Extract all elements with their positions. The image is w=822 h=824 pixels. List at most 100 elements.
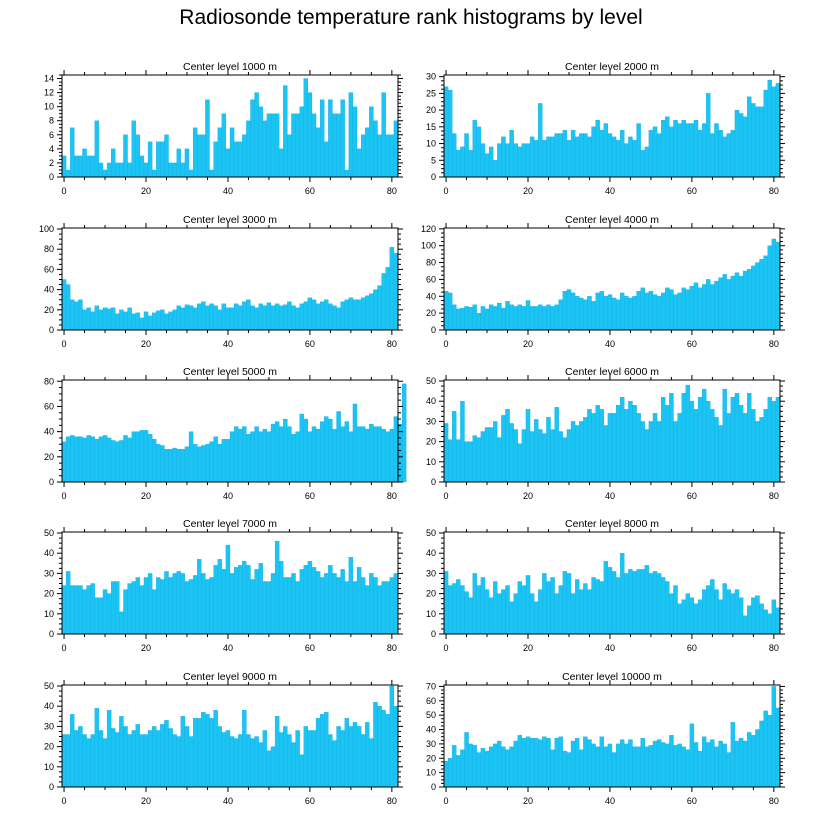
x-tick-label: 80 [387, 643, 397, 653]
histogram-bar [336, 577, 341, 635]
histogram-bar [291, 113, 296, 178]
histogram-bar [763, 409, 768, 483]
x-tick-label: 0 [444, 643, 449, 653]
histogram-bar [546, 581, 551, 635]
y-tick-label: 40 [44, 548, 54, 558]
histogram-bar [546, 304, 551, 331]
histogram-bar [484, 589, 490, 635]
histogram-bar [102, 307, 108, 331]
histogram-bar [229, 573, 235, 635]
x-tick-label: 0 [444, 796, 449, 806]
y-tick-label: 20 [426, 308, 436, 318]
histogram-bar [501, 136, 506, 178]
histogram-bar [184, 304, 190, 331]
histogram-bar [640, 421, 645, 483]
histogram-bar [574, 136, 580, 178]
x-tick-label: 80 [387, 186, 397, 196]
histogram-bar [501, 746, 506, 788]
histogram-bar [755, 595, 760, 635]
y-tick-label: 40 [426, 725, 436, 735]
histogram-bar [648, 291, 654, 331]
panel-title: Center level 3000 m [183, 214, 277, 226]
histogram-bar [217, 127, 222, 178]
histogram-bar [86, 585, 91, 635]
histogram-bar [90, 436, 95, 483]
histogram-bar [356, 148, 362, 178]
y-tick-label: 15 [426, 122, 436, 132]
histogram-bar [258, 303, 263, 331]
histogram-bar [70, 714, 75, 788]
histogram-bar [632, 571, 637, 635]
histogram-bar [192, 127, 198, 178]
y-tick-label: 10 [44, 609, 54, 619]
histogram-bar [607, 567, 613, 635]
histogram-bar [270, 573, 276, 635]
x-tick-label: 20 [523, 796, 533, 806]
histogram-bar [94, 439, 100, 483]
histogram-bar [106, 162, 112, 178]
histogram-bar [759, 106, 764, 178]
histogram-bar [201, 573, 206, 635]
histogram-bar [151, 439, 157, 483]
histogram-bar [188, 169, 194, 178]
histogram-bar [751, 103, 756, 178]
histogram-bar [217, 559, 222, 635]
histogram-bar [324, 416, 329, 483]
histogram-bar [656, 133, 662, 178]
y-tick-label: 120 [421, 224, 436, 234]
histogram-bar [538, 304, 543, 331]
histogram-bar [262, 428, 268, 483]
histogram-bar [505, 409, 510, 483]
histogram-bar [156, 730, 161, 788]
histogram-bar [493, 743, 498, 788]
histogram-bar [632, 405, 637, 483]
histogram-bar [131, 581, 136, 635]
y-tick-label: 40 [44, 427, 54, 437]
histogram-bar [771, 86, 777, 178]
histogram-bar [648, 421, 654, 483]
histogram-bar [763, 710, 768, 788]
histogram-bar [373, 426, 378, 483]
histogram-bar [315, 718, 321, 788]
histogram-bar [583, 736, 588, 788]
histogram-bar [250, 579, 255, 635]
histogram-bar [365, 127, 370, 178]
histogram-bar [192, 444, 198, 483]
histogram-bar [599, 291, 604, 331]
histogram-bar [665, 743, 670, 788]
histogram-bar [689, 123, 695, 178]
histogram-bar [632, 140, 637, 178]
histogram-bar [151, 169, 157, 178]
histogram-bar [452, 583, 457, 635]
histogram-bar [718, 599, 723, 635]
histogram-bar [648, 130, 654, 178]
histogram-bar [209, 303, 214, 331]
histogram-bar [607, 133, 613, 178]
histogram-bar [180, 162, 186, 178]
histogram-bar [246, 299, 251, 331]
histogram-bar [591, 743, 596, 788]
y-tick-label: 80 [44, 244, 54, 254]
histogram-bar [291, 433, 296, 483]
histogram-bar [319, 577, 325, 635]
x-tick-label: 60 [687, 339, 697, 349]
histogram-bar [443, 423, 449, 483]
histogram-bar [476, 752, 482, 788]
y-tick-label: 30 [426, 72, 436, 82]
histogram-bar [250, 305, 255, 331]
histogram-bar [706, 401, 711, 483]
y-tick-label: 20 [44, 589, 54, 599]
histogram-bar [661, 742, 666, 788]
histogram-bar [369, 106, 374, 178]
histogram-bar [443, 86, 449, 178]
histogram-bar [209, 441, 214, 483]
histogram-bar [86, 738, 91, 788]
histogram-bar [570, 740, 576, 788]
histogram-bar [348, 92, 354, 178]
x-tick-label: 80 [769, 643, 779, 653]
plot-frame [61, 379, 399, 483]
histogram-bar [160, 309, 165, 331]
histogram-bar [517, 443, 523, 483]
histogram-bar [156, 310, 161, 331]
histogram-bar [620, 397, 625, 483]
